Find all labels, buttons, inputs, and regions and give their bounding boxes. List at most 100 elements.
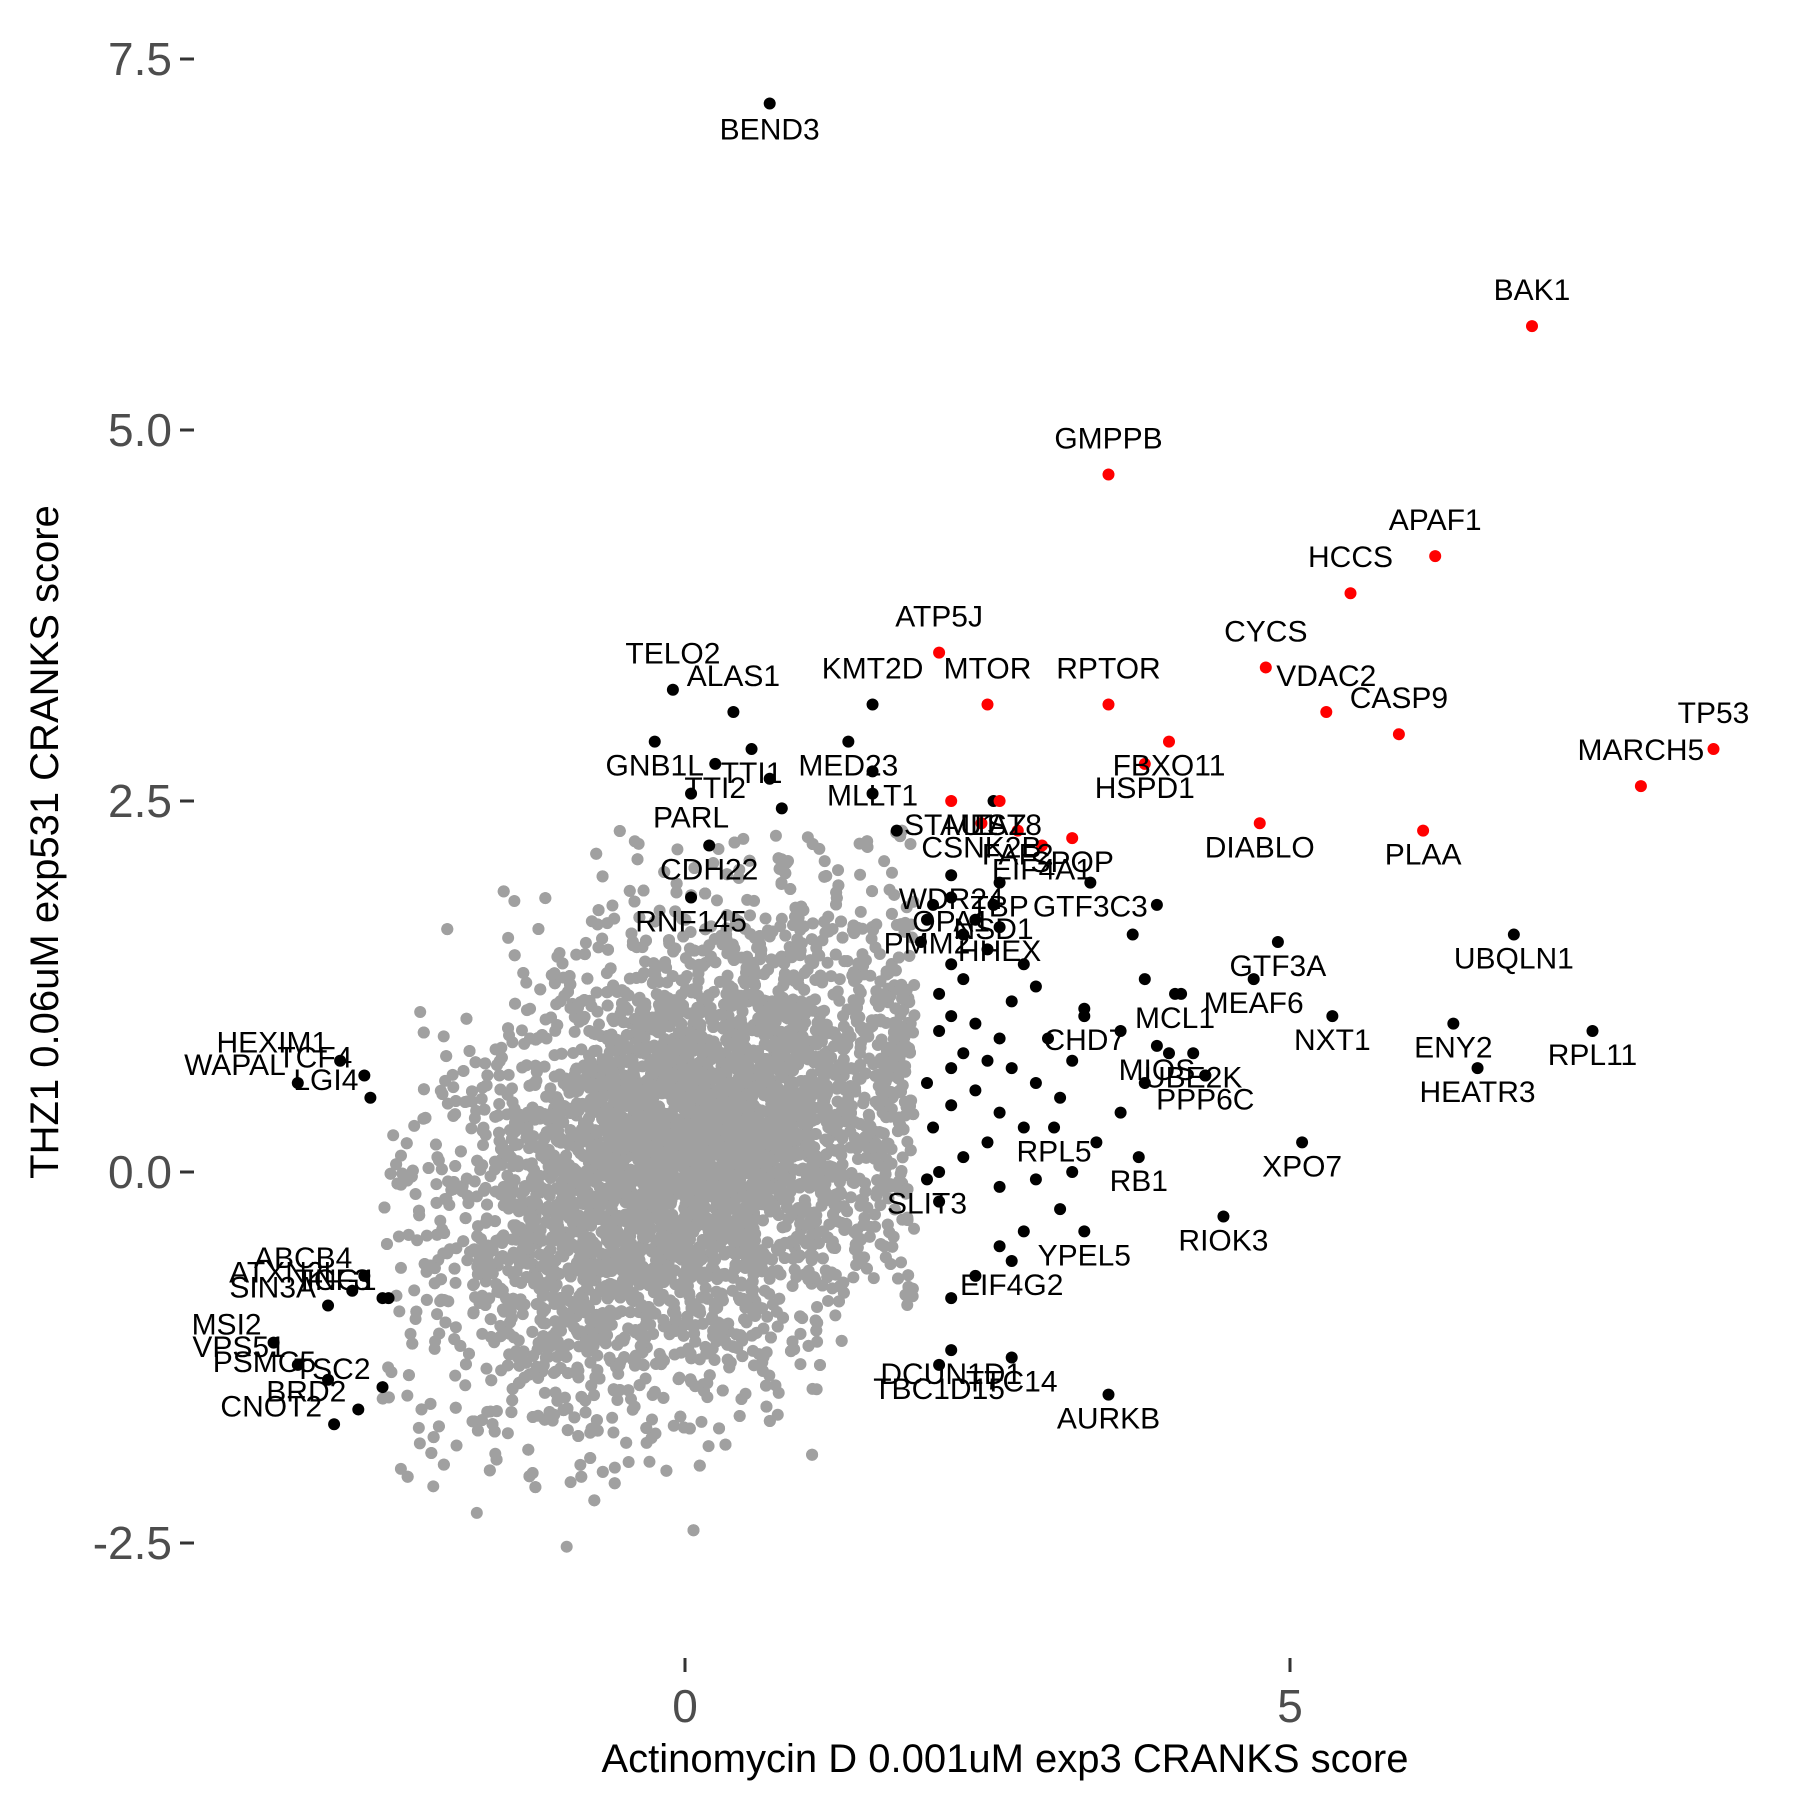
background-point bbox=[502, 1022, 515, 1035]
background-point bbox=[608, 1461, 621, 1474]
background-point bbox=[777, 1311, 790, 1324]
background-point bbox=[709, 956, 722, 969]
background-point bbox=[390, 1158, 403, 1171]
background-point bbox=[437, 1030, 450, 1043]
background-point bbox=[805, 933, 818, 946]
background-point bbox=[501, 1427, 514, 1440]
background-point bbox=[505, 1082, 518, 1095]
background-point bbox=[568, 1411, 581, 1424]
background-point bbox=[459, 1358, 472, 1371]
background-point bbox=[394, 1261, 407, 1274]
background-point bbox=[633, 1379, 646, 1392]
background-point bbox=[901, 1298, 914, 1311]
background-point bbox=[764, 1331, 777, 1344]
background-point bbox=[854, 1022, 867, 1035]
background-point bbox=[408, 1284, 421, 1297]
background-point bbox=[553, 946, 566, 959]
background-point bbox=[805, 1253, 818, 1266]
background-point bbox=[865, 932, 878, 945]
background-point bbox=[741, 893, 754, 906]
background-point bbox=[646, 1413, 659, 1426]
background-point bbox=[868, 1208, 881, 1221]
background-point bbox=[774, 1268, 787, 1281]
background-point bbox=[450, 1439, 463, 1452]
background-point bbox=[449, 1369, 462, 1382]
background-point bbox=[392, 1230, 405, 1243]
background-point bbox=[549, 1365, 562, 1378]
background-point bbox=[410, 1305, 423, 1318]
background-point bbox=[756, 1364, 769, 1377]
background-point bbox=[606, 1196, 619, 1209]
background-point bbox=[393, 1305, 406, 1318]
background-point bbox=[870, 918, 883, 931]
background-point bbox=[413, 1437, 426, 1450]
background-point bbox=[489, 1043, 502, 1056]
background-point bbox=[832, 864, 845, 877]
background-point bbox=[811, 1301, 824, 1314]
background-point bbox=[585, 1379, 598, 1392]
background-point bbox=[424, 1397, 437, 1410]
background-point bbox=[502, 1068, 515, 1081]
background-point bbox=[591, 1005, 604, 1018]
background-point bbox=[650, 1254, 663, 1267]
background-point bbox=[706, 1073, 719, 1086]
background-point bbox=[837, 1053, 850, 1066]
background-point bbox=[844, 1191, 857, 1204]
background-point bbox=[490, 1453, 503, 1466]
background-point bbox=[437, 1458, 450, 1471]
background-point bbox=[811, 1016, 824, 1029]
background-point bbox=[588, 1389, 601, 1402]
background-point bbox=[590, 1414, 603, 1427]
background-point bbox=[560, 1540, 573, 1553]
background-point bbox=[837, 1020, 850, 1033]
background-point bbox=[449, 1276, 462, 1289]
background-point bbox=[653, 904, 666, 917]
background-point bbox=[469, 1291, 482, 1304]
background-point bbox=[591, 918, 604, 931]
background-point bbox=[873, 947, 886, 960]
background-point bbox=[878, 855, 891, 868]
background-point bbox=[414, 1005, 427, 1018]
background-point bbox=[570, 948, 583, 961]
background-point bbox=[449, 1401, 462, 1414]
background-point bbox=[431, 1308, 444, 1321]
background-point bbox=[679, 913, 692, 926]
background-point bbox=[420, 1293, 433, 1306]
background-point bbox=[517, 966, 530, 979]
background-point bbox=[606, 1411, 619, 1424]
background-point bbox=[903, 949, 916, 962]
background-point bbox=[707, 857, 720, 870]
background-point bbox=[515, 1024, 528, 1037]
background-point bbox=[825, 970, 838, 983]
background-point bbox=[408, 1119, 421, 1132]
background-point bbox=[640, 1422, 653, 1435]
background-point bbox=[579, 936, 592, 949]
background-point bbox=[502, 931, 515, 944]
background-point bbox=[447, 1109, 460, 1122]
background-point bbox=[622, 1455, 635, 1468]
background-point bbox=[835, 1104, 848, 1117]
background-point bbox=[744, 909, 757, 922]
background-point bbox=[477, 1139, 490, 1152]
background-point bbox=[864, 1220, 877, 1233]
background-point bbox=[404, 1327, 417, 1340]
background-point bbox=[471, 1154, 484, 1167]
background-point bbox=[520, 1059, 533, 1072]
background-point bbox=[687, 1524, 700, 1537]
background-point bbox=[908, 1222, 921, 1235]
background-point bbox=[428, 1342, 441, 1355]
background-point bbox=[829, 948, 842, 961]
background-point bbox=[888, 1203, 901, 1216]
background-point bbox=[822, 1294, 835, 1307]
background-point bbox=[675, 1346, 688, 1359]
background-point bbox=[716, 938, 729, 951]
background-point bbox=[710, 894, 723, 907]
background-point bbox=[847, 919, 860, 932]
background-point bbox=[493, 1097, 506, 1110]
background-point bbox=[818, 915, 831, 928]
background-point bbox=[591, 1349, 604, 1362]
background-point bbox=[543, 1405, 556, 1418]
background-point bbox=[620, 1436, 633, 1449]
background-point bbox=[471, 1230, 484, 1243]
background-point bbox=[520, 976, 533, 989]
